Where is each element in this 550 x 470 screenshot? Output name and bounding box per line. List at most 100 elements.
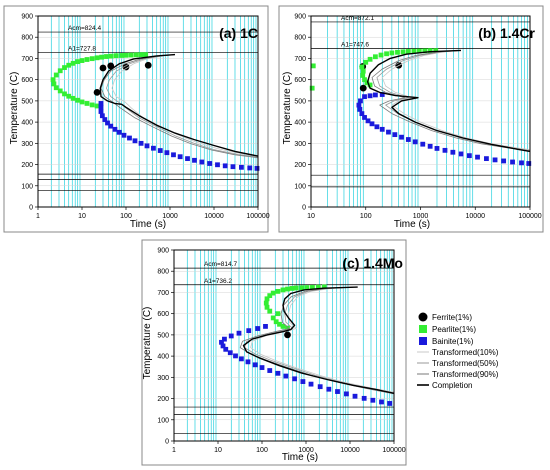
curve-transformed-10-: [381, 50, 531, 151]
data-point-bainite-1-: [252, 362, 258, 368]
data-point-ferrite-1-: [93, 89, 101, 96]
reference-label: A1=747.6: [341, 41, 369, 48]
data-point-bainite-1-: [283, 373, 289, 379]
data-point-bainite-1-: [361, 395, 367, 401]
data-point-pearlite-1-: [395, 49, 400, 55]
data-point-bainite-1-: [379, 126, 385, 132]
legend-label: Ferrite(1%): [432, 313, 472, 322]
y-tick-label: 100: [21, 183, 33, 190]
data-point-bainite-1-: [317, 384, 323, 390]
data-point-bainite-1-: [138, 140, 144, 146]
x-tick-label: 10: [78, 213, 86, 220]
curve-completion: [366, 49, 531, 153]
y-tick-label: 900: [157, 248, 169, 255]
reference-label: A1=736.2: [204, 278, 232, 285]
bainite-marker-icon: [419, 337, 427, 345]
data-point-pearlite-1-: [57, 68, 63, 74]
data-point-pearlite-1-: [299, 285, 305, 291]
data-point-bainite-1-: [475, 154, 480, 160]
data-point-pearlite-1-: [79, 58, 85, 63]
data-point-bainite-1-: [387, 401, 393, 406]
x-tick-label: 1: [172, 447, 176, 454]
curve-completion: [99, 53, 259, 157]
y-tick-label: 900: [294, 14, 306, 21]
data-point-bainite-1-: [219, 339, 224, 345]
data-point-bainite-1-: [386, 129, 391, 135]
data-point-pearlite-1-: [94, 55, 100, 61]
y-tick-label: 800: [157, 269, 169, 276]
data-point-pearlite-1-: [70, 95, 76, 101]
data-point-bainite-1-: [370, 397, 376, 403]
data-point-bainite-1-: [105, 120, 110, 126]
data-point-bainite-1-: [236, 330, 242, 336]
y-axis-label: Temperature (C): [282, 72, 293, 145]
panel-b-1-4cr: Acm=872.1 A1=747.6 0 100 200 300 400 500 600 700 8…: [278, 5, 544, 233]
data-point-bainite-1-: [356, 102, 362, 108]
data-point-pearlite-1-: [57, 88, 63, 94]
data-point-ferrite-1-: [107, 62, 115, 70]
data-point-pearlite-1-: [378, 52, 384, 58]
y-tick-label: 100: [294, 183, 306, 190]
y-tick-label: 200: [21, 162, 33, 169]
data-point-bainite-1-: [405, 137, 411, 142]
x-tick-label: 1: [36, 213, 40, 220]
data-point-bainite-1-: [379, 92, 385, 97]
data-point-pearlite-1-: [143, 52, 149, 58]
reference-label: Acm=814.7: [204, 261, 237, 268]
legend-label: Pearlite(1%): [432, 325, 476, 334]
data-point-pearlite-1-: [128, 52, 134, 58]
x-tick-label: 10: [307, 213, 315, 220]
axes-frame: [37, 15, 259, 208]
data-point-pearlite-1-: [62, 91, 67, 97]
data-point-bainite-1-: [255, 326, 261, 331]
curve-transformed-90-: [371, 50, 531, 152]
data-point-bainite-1-: [207, 161, 213, 166]
data-point-pearlite-1-: [94, 103, 100, 109]
data-point-bainite-1-: [275, 370, 281, 376]
data-point-bainite-1-: [151, 145, 156, 151]
data-point-pearlite-1-: [275, 311, 281, 317]
data-point-pearlite-1-: [273, 319, 279, 325]
y-tick-label: 500: [21, 98, 33, 105]
data-point-bainite-1-: [192, 157, 197, 163]
data-point-pearlite-1-: [62, 65, 67, 70]
y-tick-label: 300: [21, 141, 33, 148]
data-point-bainite-1-: [164, 150, 170, 156]
plot-area: Acm=872.1 A1=747.6 0 100 200 300 400 500 600 700 8…: [294, 14, 541, 221]
data-point-bainite-1-: [171, 152, 176, 158]
data-point-bainite-1-: [369, 121, 375, 127]
x-tick-label: 1000: [162, 213, 178, 220]
data-point-bainite-1-: [108, 123, 114, 129]
y-tick-label: 0: [29, 205, 33, 212]
data-point-pearlite-1-: [384, 51, 389, 57]
data-point-bainite-1-: [357, 106, 363, 112]
data-point-pearlite-1-: [321, 284, 327, 290]
curve-transformed-50-: [106, 54, 259, 158]
data-point-pearlite-1-: [104, 54, 109, 59]
data-point-pearlite-1-: [75, 97, 81, 103]
data-point-bainite-1-: [367, 93, 373, 99]
legend-item-ferrite: Ferrite(1%): [418, 312, 472, 322]
axes-frame: [173, 249, 395, 442]
y-tick-label: 600: [294, 77, 306, 84]
plot-area: Acm=824.4 A1=727.8 0 100 200 300 400 500 600 700 8…: [21, 14, 269, 221]
data-point-pearlite-1-: [367, 56, 373, 62]
data-point-bainite-1-: [374, 124, 380, 130]
data-point-bainite-1-: [220, 343, 226, 349]
panel-border: [278, 5, 544, 233]
data-point-pearlite-1-: [99, 54, 105, 60]
plot-area: Acm=814.7 A1=736.2 0 100 200 300 400 500 600 700 8…: [157, 248, 405, 455]
data-point-pearlite-1-: [75, 59, 81, 65]
legend-item-pearlite: Pearlite(1%): [419, 325, 476, 334]
y-tick-label: 300: [294, 141, 306, 148]
data-point-bainite-1-: [267, 368, 273, 373]
reference-label: Acm=872.1: [341, 15, 374, 22]
data-point-bainite-1-: [132, 138, 138, 144]
data-point-bainite-1-: [526, 161, 532, 166]
data-point-pearlite-1-: [280, 287, 286, 293]
data-point-bainite-1-: [98, 104, 104, 110]
data-point-bainite-1-: [359, 111, 365, 117]
data-point-bainite-1-: [233, 353, 238, 359]
data-point-pearlite-1-: [53, 85, 59, 91]
legend-item-transformed-90: Transformed(90%): [417, 370, 499, 379]
